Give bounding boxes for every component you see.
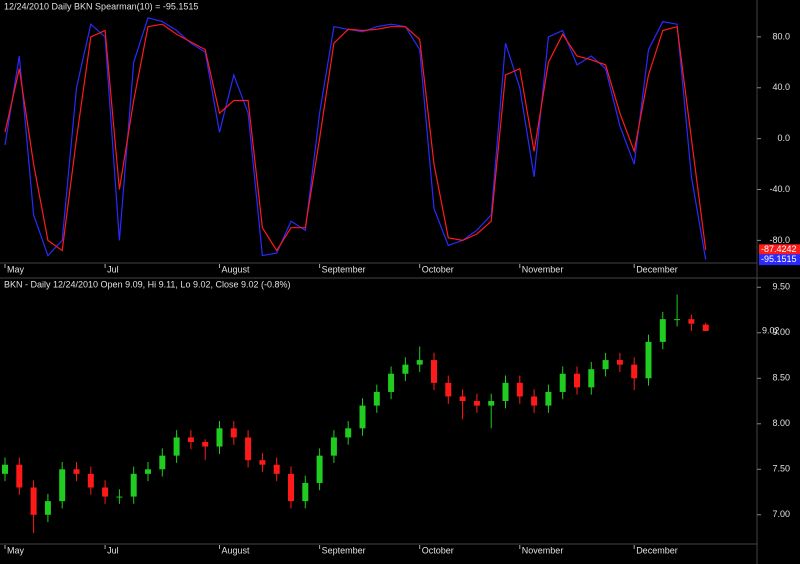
x-tick-label: November (522, 545, 564, 555)
y-tick-label: 40.0 (772, 82, 790, 92)
candle-body (330, 437, 337, 456)
candle-body (187, 437, 194, 442)
candle-body (230, 428, 237, 438)
candle-body (688, 319, 695, 324)
candle-body (288, 473, 294, 502)
candle-body (416, 360, 423, 365)
y-tick-label: 9.50 (772, 282, 790, 292)
indicator-line (4, 23, 707, 252)
x-tick-label: May (7, 264, 25, 274)
candle-body (359, 405, 366, 429)
candle-body (159, 455, 166, 470)
last-value-tag (759, 254, 800, 266)
x-tick-label: September (322, 545, 366, 555)
candle-body (316, 455, 323, 483)
candle-body (87, 473, 94, 488)
candle-body (516, 382, 523, 397)
candle-body (488, 401, 495, 406)
indicator-line (4, 17, 707, 260)
candle-body (616, 360, 623, 365)
candle-body (702, 324, 709, 331)
candle-body (473, 401, 480, 406)
candle-body (574, 373, 580, 388)
x-tick-label: November (522, 264, 564, 274)
candle-body (145, 469, 151, 474)
candle-body (202, 441, 209, 447)
y-tick-label: 8.50 (772, 373, 790, 383)
last-price-label: 9.02 (762, 325, 780, 335)
x-tick-label: October (422, 264, 454, 274)
candle-body (216, 428, 223, 447)
candle-body (588, 369, 595, 388)
x-tick-label: December (636, 545, 678, 555)
candle-body (559, 373, 566, 392)
price-title: BKN - Daily 12/24/2010 Open 9.09, Hi 9.1… (4, 279, 291, 289)
y-tick-label: -80.0 (769, 235, 790, 245)
candle-body (102, 487, 109, 497)
candle-body (531, 396, 538, 406)
candle-body (273, 464, 280, 474)
candle-body (2, 464, 8, 474)
candle-body (645, 341, 652, 379)
x-tick-label: May (7, 545, 25, 555)
last-value-tag (759, 244, 800, 256)
candle-body (373, 391, 380, 406)
candle-body (259, 460, 266, 465)
last-value-label: -95.1515 (761, 254, 797, 264)
candle-body (388, 373, 395, 392)
y-tick-label: 7.50 (772, 464, 790, 474)
candle-body (502, 382, 509, 402)
candle-body (73, 469, 80, 474)
candle-body (130, 473, 137, 497)
x-tick-label: Jul (107, 545, 119, 555)
candle-body (44, 501, 51, 515)
candle-body (59, 469, 66, 502)
y-tick-label: 0.0 (777, 133, 790, 143)
y-tick-label: 80.0 (772, 31, 790, 41)
x-tick-label: Jul (107, 264, 119, 274)
x-tick-label: October (422, 545, 454, 555)
candle-body (302, 482, 309, 502)
candle-body (445, 382, 452, 397)
candle-body (459, 396, 466, 402)
y-tick-label: -40.0 (769, 184, 790, 194)
x-tick-label: December (636, 264, 678, 274)
candle-body (631, 364, 638, 379)
candle-body (245, 437, 252, 461)
candle-body (16, 464, 23, 488)
candle-body (116, 496, 123, 498)
y-tick-label: 8.00 (772, 418, 790, 428)
candle-body (402, 364, 409, 374)
candle-body (674, 319, 681, 321)
indicator-title: 12/24/2010 Daily BKN Spearman(10) = -95.… (4, 1, 198, 11)
candle-body (173, 437, 180, 456)
last-value-label: -87.4242 (761, 244, 797, 254)
x-tick-label: August (222, 545, 251, 555)
candle-body (545, 391, 552, 406)
candle-body (602, 360, 609, 370)
y-tick-label: 9.00 (772, 327, 790, 337)
candle-body (659, 319, 666, 342)
candle-body (345, 428, 352, 438)
candle-body (431, 360, 437, 383)
x-tick-label: September (322, 264, 366, 274)
y-tick-label: 7.00 (772, 509, 790, 519)
x-tick-label: August (222, 264, 251, 274)
candle-body (30, 487, 37, 515)
